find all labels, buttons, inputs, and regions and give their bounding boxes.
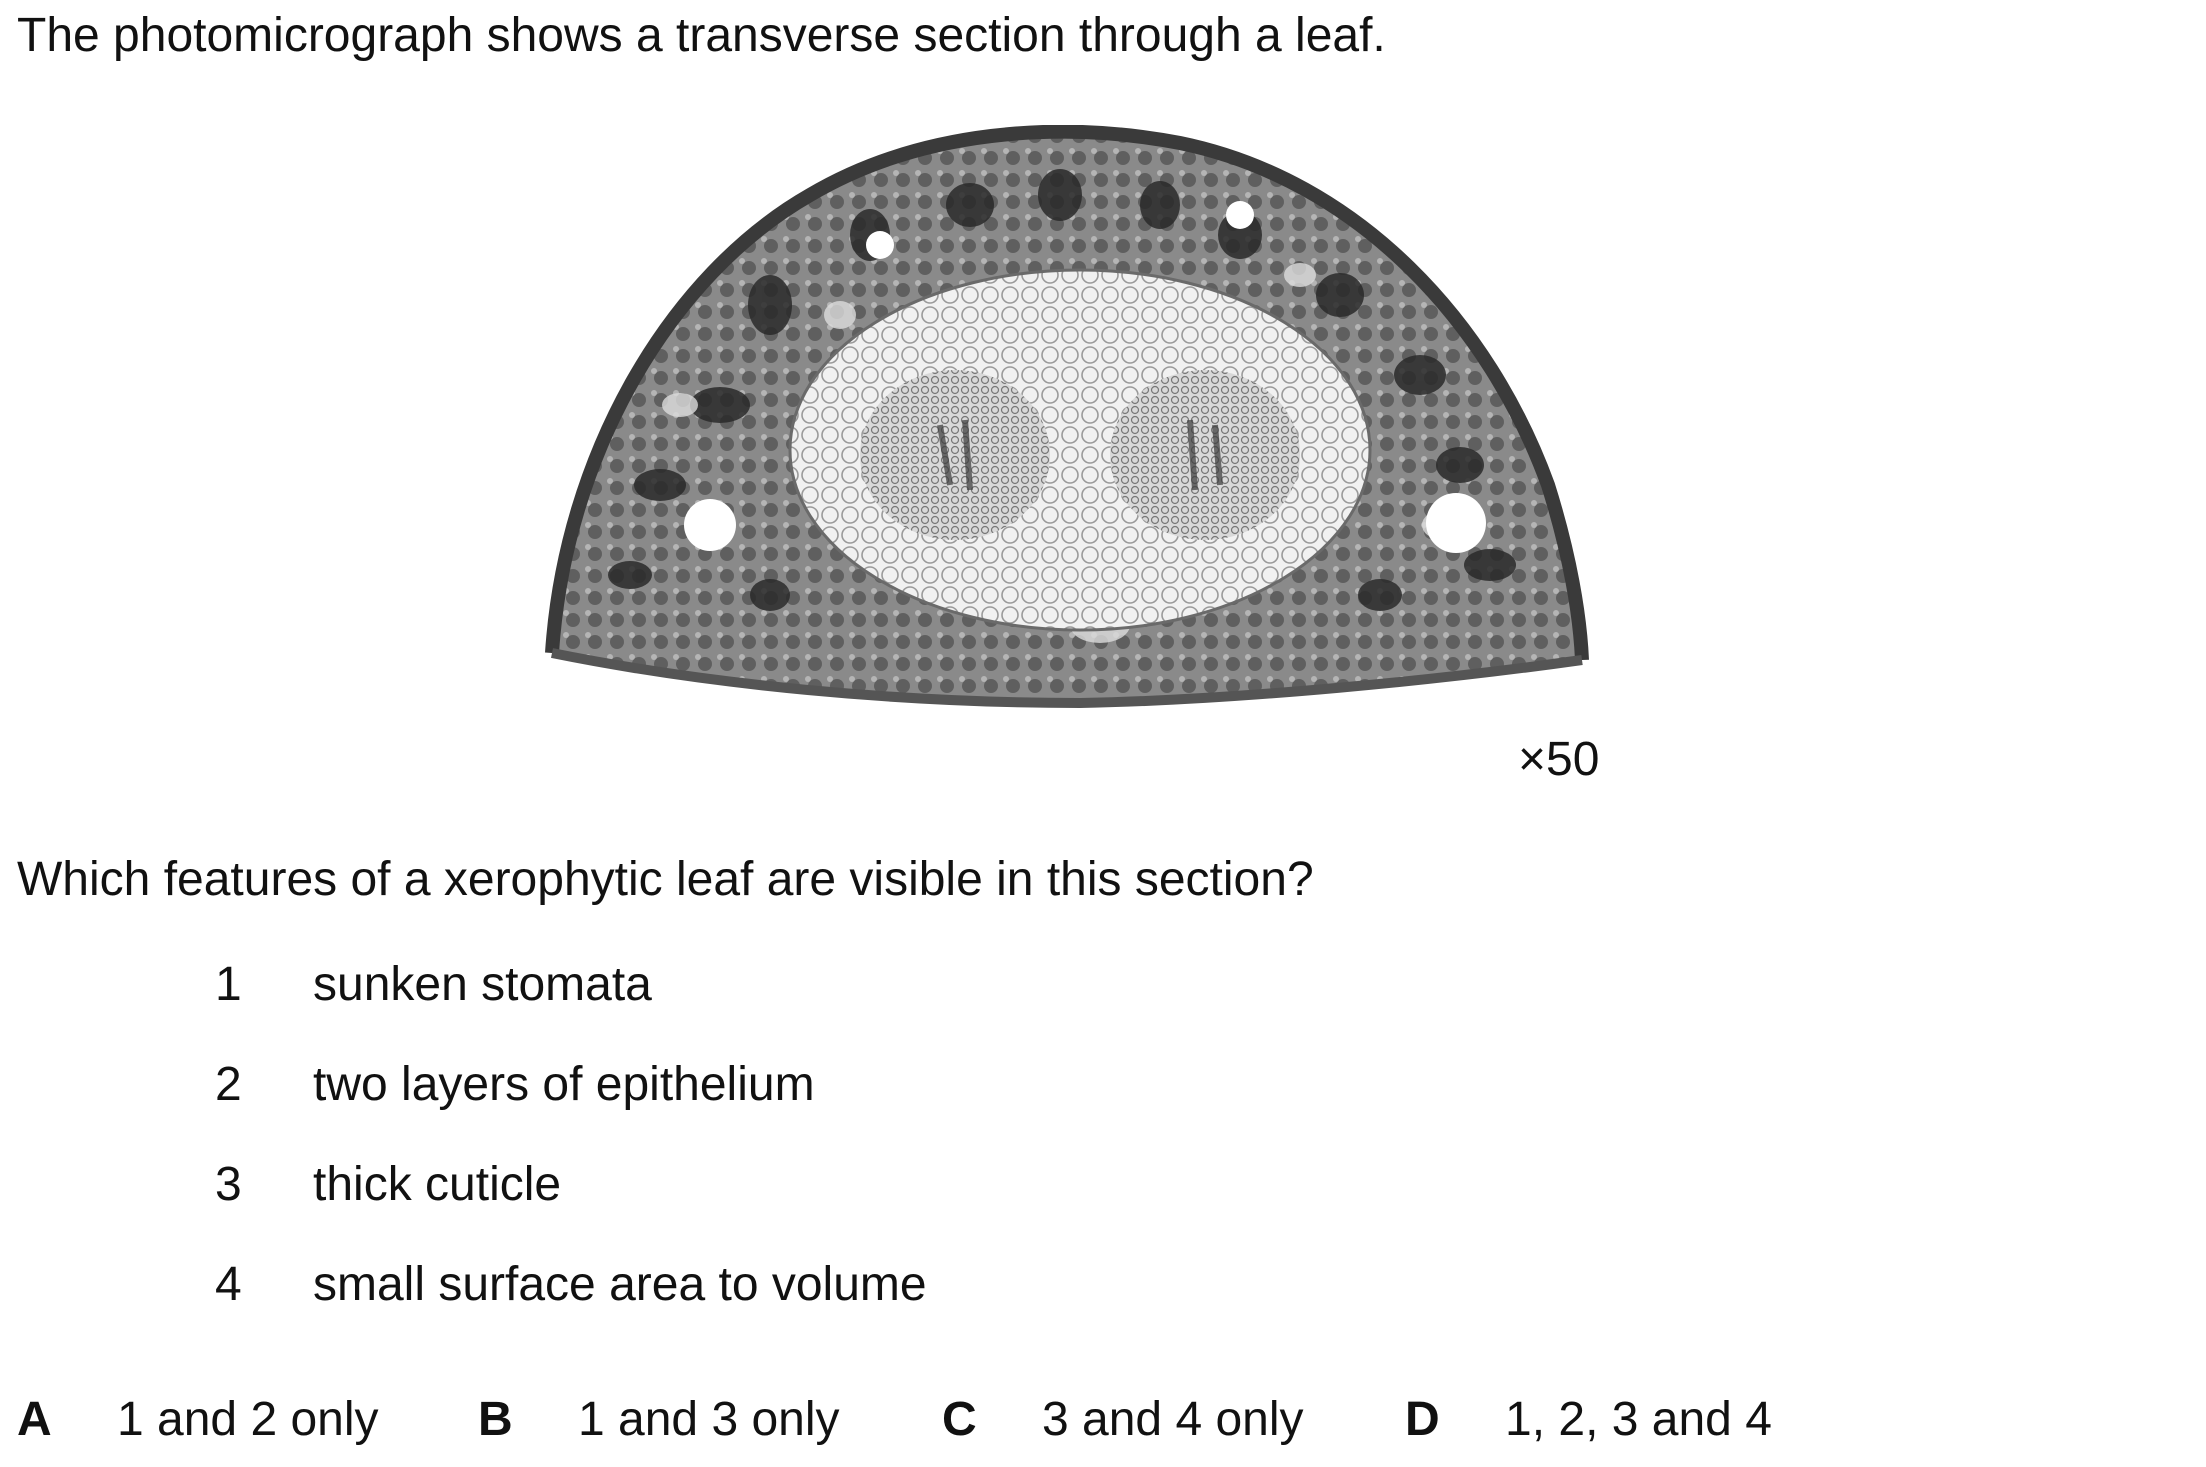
answer-options: A 1 and 2 only B 1 and 3 only C 3 and 4 … bbox=[0, 1390, 2206, 1450]
statement-number: 2 bbox=[215, 1058, 242, 1111]
statement-number: 3 bbox=[215, 1158, 242, 1211]
option-text: 1 and 3 only bbox=[578, 1393, 840, 1446]
statement-text: two layers of epithelium bbox=[313, 1058, 815, 1111]
leaf-section-image bbox=[545, 125, 1589, 709]
option-letter: A bbox=[17, 1393, 52, 1446]
statement-number: 1 bbox=[215, 958, 242, 1011]
option-text: 1, 2, 3 and 4 bbox=[1505, 1393, 1772, 1446]
question-text: Which features of a xerophytic leaf are … bbox=[17, 853, 1314, 906]
statement-number: 4 bbox=[215, 1258, 242, 1311]
option-text: 3 and 4 only bbox=[1042, 1393, 1304, 1446]
leaf-photomicrograph bbox=[540, 125, 1600, 725]
statement-text: sunken stomata bbox=[313, 958, 652, 1011]
intro-text: The photomicrograph shows a transverse s… bbox=[17, 9, 1386, 62]
option-letter: D bbox=[1405, 1393, 1440, 1446]
option-letter: C bbox=[942, 1393, 977, 1446]
statement-text: small surface area to volume bbox=[313, 1258, 927, 1311]
magnification-label: ×50 bbox=[1518, 733, 1600, 786]
statement-text: thick cuticle bbox=[313, 1158, 562, 1211]
option-text: 1 and 2 only bbox=[117, 1393, 379, 1446]
option-letter: B bbox=[478, 1393, 513, 1446]
